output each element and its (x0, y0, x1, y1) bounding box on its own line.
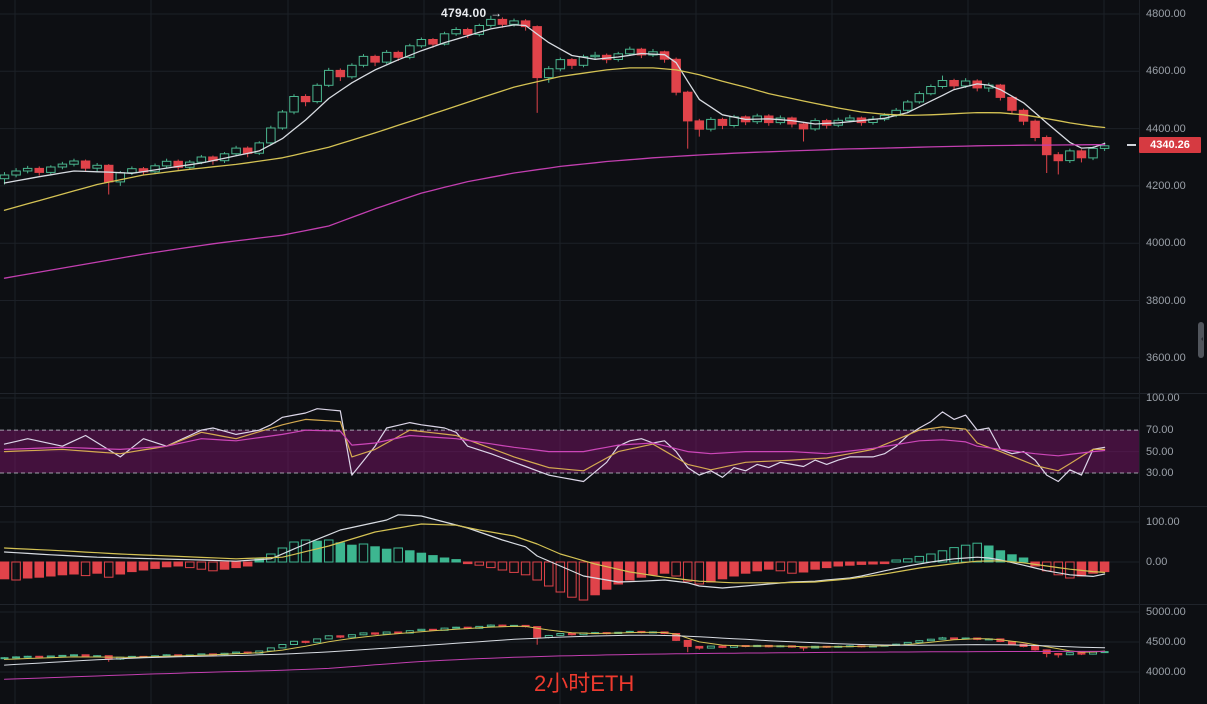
y-axis-label: 4000.00 (1146, 666, 1186, 678)
overview-ma-fast-line (4, 625, 1106, 660)
ma-fast-line (3, 24, 1106, 184)
y-axis-label: 3600.00 (1146, 351, 1186, 364)
y-axis-label: 3800.00 (1146, 294, 1186, 307)
overview-ma-mid-line (4, 634, 1106, 666)
rsi-fast-line (3, 408, 1106, 483)
rsi-slow-line (3, 429, 1106, 457)
peak-price-annotation: 4794.00 → (441, 6, 503, 20)
y-axis-label: 4600.00 (1146, 65, 1186, 78)
ma-slow-line (3, 143, 1106, 279)
y-axis-label: 5000.00 (1146, 606, 1186, 618)
macd-histogram (0, 539, 1110, 601)
y-axis-label: 30.00 (1146, 466, 1174, 479)
y-axis-divider (1139, 0, 1140, 704)
current-price-tick (1127, 144, 1136, 146)
y-axis-label: 100.00 (1146, 392, 1180, 404)
overview-ma-slow-line (4, 650, 1106, 680)
current-price-tag: 4340.26 (1139, 137, 1201, 153)
y-axis-label: 4500.00 (1146, 636, 1186, 648)
rsi-mid-line (3, 418, 1106, 472)
watermark-label: 2小时ETH (534, 671, 635, 696)
y-axis-label: 4200.00 (1146, 179, 1186, 192)
macd-dea-line (3, 523, 1106, 584)
y-axis-label: 4000.00 (1146, 237, 1186, 250)
ma-mid-line (3, 67, 1106, 211)
y-axis-label: 70.00 (1146, 424, 1174, 437)
y-axis-label: 4400.00 (1146, 122, 1186, 135)
right-scrollbar-thumb[interactable] (1198, 322, 1204, 358)
macd-dif-line (3, 514, 1106, 589)
y-axis-label: 0.00 (1146, 556, 1168, 568)
y-axis-label: 100.00 (1146, 516, 1180, 528)
y-axis-label: 50.00 (1146, 445, 1174, 458)
y-axis-label: 4800.00 (1146, 8, 1186, 20)
